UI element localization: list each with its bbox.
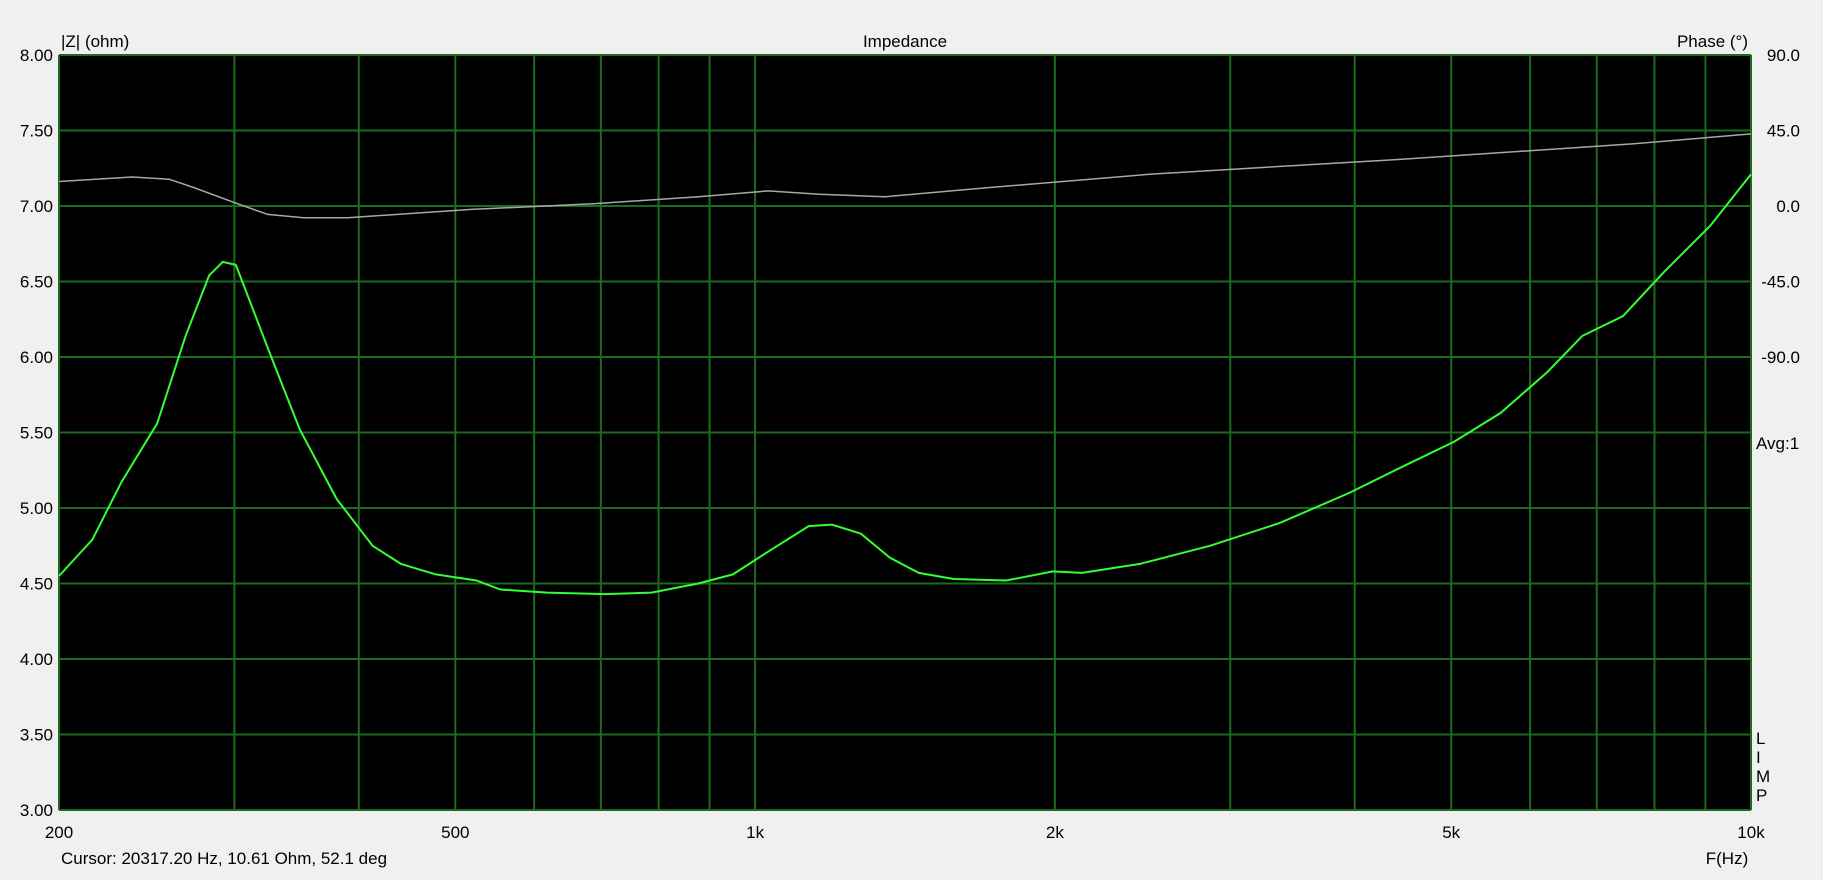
- y-axis-label: |Z| (ohm): [61, 32, 129, 51]
- chart-title: Impedance: [863, 32, 947, 51]
- x-tick-label: 2k: [1046, 823, 1064, 842]
- impedance-curve: [58, 173, 1752, 596]
- y-tick-label: 6.00: [20, 348, 53, 367]
- x-tick-label: 500: [441, 823, 469, 842]
- limp-p: P: [1756, 786, 1767, 805]
- y-tick-label: 5.50: [20, 424, 53, 443]
- y2-tick-label: 90.0: [1767, 46, 1800, 65]
- x-tick-label: 200: [45, 823, 73, 842]
- y-tick-label: 3.50: [20, 726, 53, 745]
- limp-l: L: [1756, 729, 1765, 748]
- limp-m: M: [1756, 767, 1770, 786]
- y-tick-label: 4.50: [20, 575, 53, 594]
- y2-tick-label: -90.0: [1761, 348, 1800, 367]
- y-tick-label: 3.00: [20, 801, 53, 820]
- x-tick-label: 1k: [746, 823, 764, 842]
- y2-tick-label: -45.0: [1761, 273, 1800, 292]
- cursor-readout: Cursor: 20317.20 Hz, 10.61 Ohm, 52.1 deg: [61, 849, 387, 868]
- y-tick-label: 8.00: [20, 46, 53, 65]
- y-tick-label: 7.50: [20, 122, 53, 141]
- y-tick-label: 4.00: [20, 650, 53, 669]
- y-tick-label: 5.00: [20, 499, 53, 518]
- x-tick-label: 5k: [1442, 823, 1460, 842]
- y2-tick-label: 45.0: [1767, 122, 1800, 141]
- phase-curve: [58, 133, 1752, 219]
- x-tick-label: 10k: [1737, 823, 1765, 842]
- y-tick-label: 6.50: [20, 273, 53, 292]
- y-tick-label: 7.00: [20, 197, 53, 216]
- x-axis-label: F(Hz): [1706, 849, 1748, 868]
- y2-axis-label: Phase (°): [1677, 32, 1748, 51]
- avg-label: Avg:1: [1756, 434, 1799, 453]
- limp-i: I: [1756, 748, 1761, 767]
- y2-tick-label: 0.0: [1776, 197, 1800, 216]
